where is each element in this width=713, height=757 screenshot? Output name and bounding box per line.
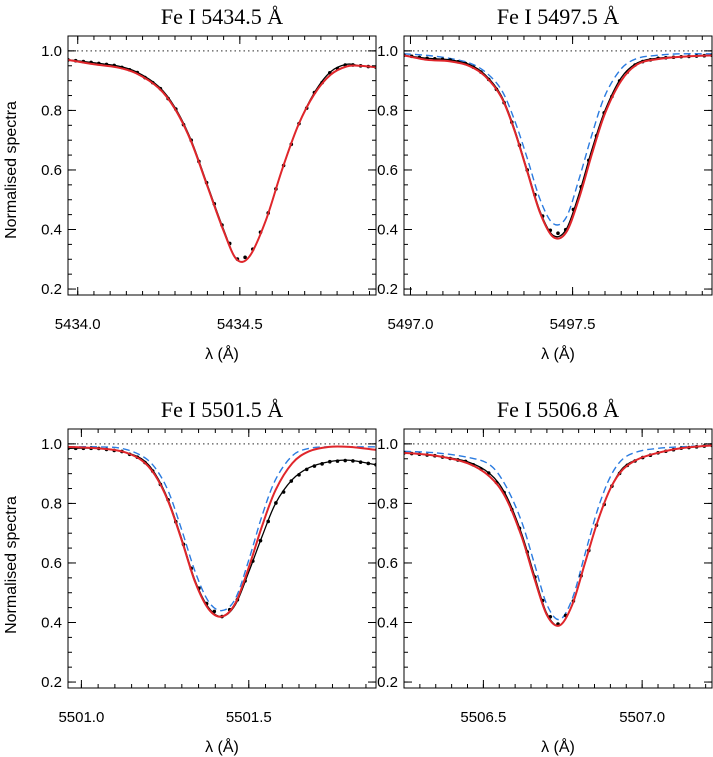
observed-data-point (556, 231, 560, 236)
x-axis-label: λ (Å) (541, 344, 575, 363)
comparison-spectrum-line (404, 53, 712, 226)
spectrum-panel: Fe I 5434.5 Å 0.2 0.4 0.6 0.8 1.0 5434.0 5434.5… (41, 4, 377, 363)
fit-spectrum-line (68, 445, 376, 618)
panel-title: Fe I 5506.8 Å (497, 397, 619, 422)
observed-data-point (258, 538, 263, 543)
spectrum-panel: Fe I 5497.5 Å 0.2 0.4 0.6 0.8 1.0 5497.0 5497.5… (377, 4, 713, 363)
x-tick-label: 5501.0 (58, 709, 104, 726)
y-tick-label: 1.0 (377, 43, 398, 60)
panel-grid: Fe I 5434.5 Å 0.2 0.4 0.6 0.8 1.0 5434.0 5434.5… (41, 4, 713, 756)
x-axis-label: λ (Å) (205, 344, 239, 363)
panel-title: Fe I 5501.5 Å (161, 397, 283, 422)
panel-frame (67, 428, 377, 689)
y-tick-label: 1.0 (377, 436, 398, 453)
observed-data-point (320, 462, 324, 466)
x-tick-label: 5434.5 (217, 316, 263, 333)
x-tick-label: 5501.5 (226, 709, 272, 726)
plot-area (404, 50, 712, 240)
observed-spectrum-line (404, 444, 712, 627)
observed-data-point (366, 461, 371, 466)
y-tick-label: 0.6 (377, 162, 398, 179)
y-tick-label: 0.8 (41, 495, 62, 512)
observed-data-point (328, 459, 332, 464)
y-tick-label: 0.8 (377, 495, 398, 512)
observed-data-point (274, 501, 278, 505)
y-tick-label: 0.2 (41, 281, 62, 298)
fit-spectrum-line (404, 54, 712, 240)
observed-data-point (304, 467, 309, 472)
x-tick-label: 5507.0 (619, 709, 665, 726)
x-axis-label: λ (Å) (205, 737, 239, 756)
observed-data-point (212, 609, 217, 614)
observed-data-point (358, 460, 363, 464)
y-tick-label: 0.6 (41, 162, 62, 179)
y-tick-label: 0.4 (377, 222, 398, 239)
observed-data-point (351, 459, 355, 463)
y-axis-label-bottom: Normalised spectra (3, 496, 20, 634)
y-tick-label: 0.8 (377, 102, 398, 119)
x-tick-label: 5506.5 (460, 709, 506, 726)
y-axis-label-top: Normalised spectra (3, 101, 20, 239)
y-tick-label: 0.6 (377, 555, 398, 572)
panel-frame (67, 35, 377, 296)
x-tick-label: 5434.0 (55, 316, 101, 333)
observed-spectrum-line (68, 59, 376, 263)
y-tick-label: 1.0 (41, 436, 62, 453)
observed-spectrum-line (68, 447, 376, 618)
fit-spectrum-line (68, 58, 376, 263)
x-axis-label: λ (Å) (541, 737, 575, 756)
observed-data-point (343, 458, 348, 463)
fit-spectrum-line (404, 444, 712, 627)
y-tick-label: 0.2 (377, 281, 398, 298)
comparison-spectrum-line (404, 444, 712, 621)
observed-spectrum-line (404, 54, 712, 238)
y-tick-label: 1.0 (41, 43, 62, 60)
plot-area (404, 443, 712, 627)
observed-data-point (312, 464, 317, 468)
y-tick-label: 0.4 (41, 615, 62, 632)
observed-data-point (281, 490, 286, 494)
observed-data-point (243, 255, 247, 260)
spectrum-panel: Fe I 5501.5 Å 0.2 0.4 0.6 0.8 1.0 5501.0 5501.5… (41, 397, 377, 756)
panel-frame (403, 35, 713, 296)
plot-area (68, 443, 376, 619)
y-tick-label: 0.2 (377, 674, 398, 691)
y-tick-label: 0.6 (41, 555, 62, 572)
panel-title: Fe I 5497.5 Å (497, 4, 619, 29)
y-tick-label: 0.8 (41, 102, 62, 119)
y-tick-label: 0.4 (377, 615, 398, 632)
observed-data-point (335, 459, 340, 463)
observed-data-point (266, 519, 271, 524)
panel-title: Fe I 5434.5 Å (161, 4, 283, 29)
comparison-spectrum-line (68, 446, 376, 612)
x-tick-label: 5497.0 (388, 316, 434, 333)
y-tick-label: 0.4 (41, 222, 62, 239)
plot-area (68, 50, 376, 263)
spectrum-panel: Fe I 5506.8 Å 0.2 0.4 0.6 0.8 1.0 5506.5 5507.0… (377, 397, 713, 756)
observed-data-point (297, 473, 301, 477)
x-tick-label: 5497.5 (550, 316, 596, 333)
y-tick-label: 0.2 (41, 674, 62, 691)
observed-data-point (289, 479, 294, 483)
panel-frame (403, 428, 713, 689)
